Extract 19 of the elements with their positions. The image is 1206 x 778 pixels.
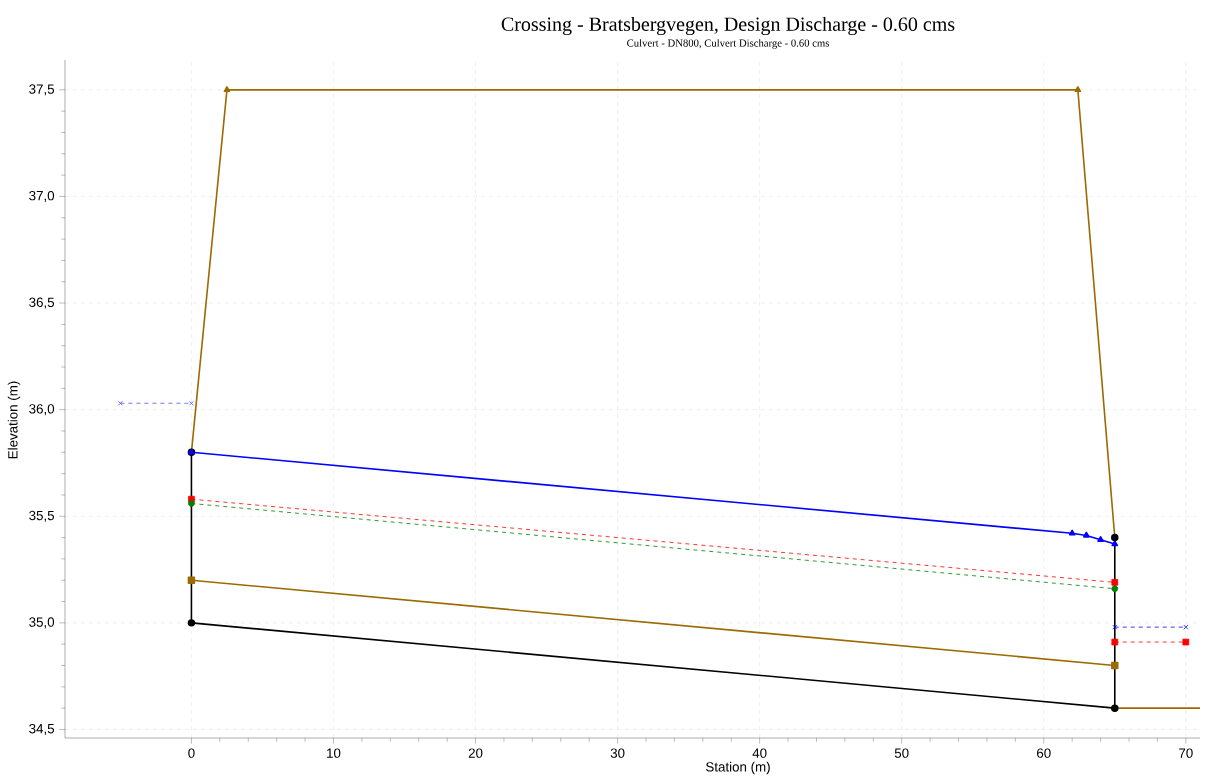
- y-tick-label: 35,5: [29, 510, 55, 522]
- chart-subtitle: Culvert - DN800, Culvert Discharge - 0.60 cms: [627, 39, 829, 49]
- x-tick-label: 30: [610, 748, 625, 758]
- x-tick-label: 40: [752, 748, 767, 758]
- chart-title: Crossing - Bratsbergvegen, Design Discharge - 0.60 cms: [501, 16, 955, 36]
- y-tick-label: 36,5: [29, 297, 55, 309]
- x-tick-label: 0: [188, 748, 195, 758]
- x-tick-label: 20: [468, 748, 483, 758]
- y-tick-label: 36,0: [29, 404, 55, 416]
- y-axis-title: Elevation (m): [7, 381, 21, 459]
- x-tick-label: 50: [894, 748, 909, 758]
- y-tick-label: 35,0: [29, 617, 55, 629]
- y-tick-label: 37,0: [29, 190, 55, 202]
- y-tick-label: 34,5: [29, 723, 55, 735]
- x-tick-label: 60: [1037, 748, 1051, 758]
- x-axis-title: Station (m): [706, 761, 770, 775]
- y-tick-label: 37,5: [29, 84, 55, 96]
- x-tick-label: 70: [1179, 748, 1193, 758]
- x-tick-label: 10: [327, 748, 341, 758]
